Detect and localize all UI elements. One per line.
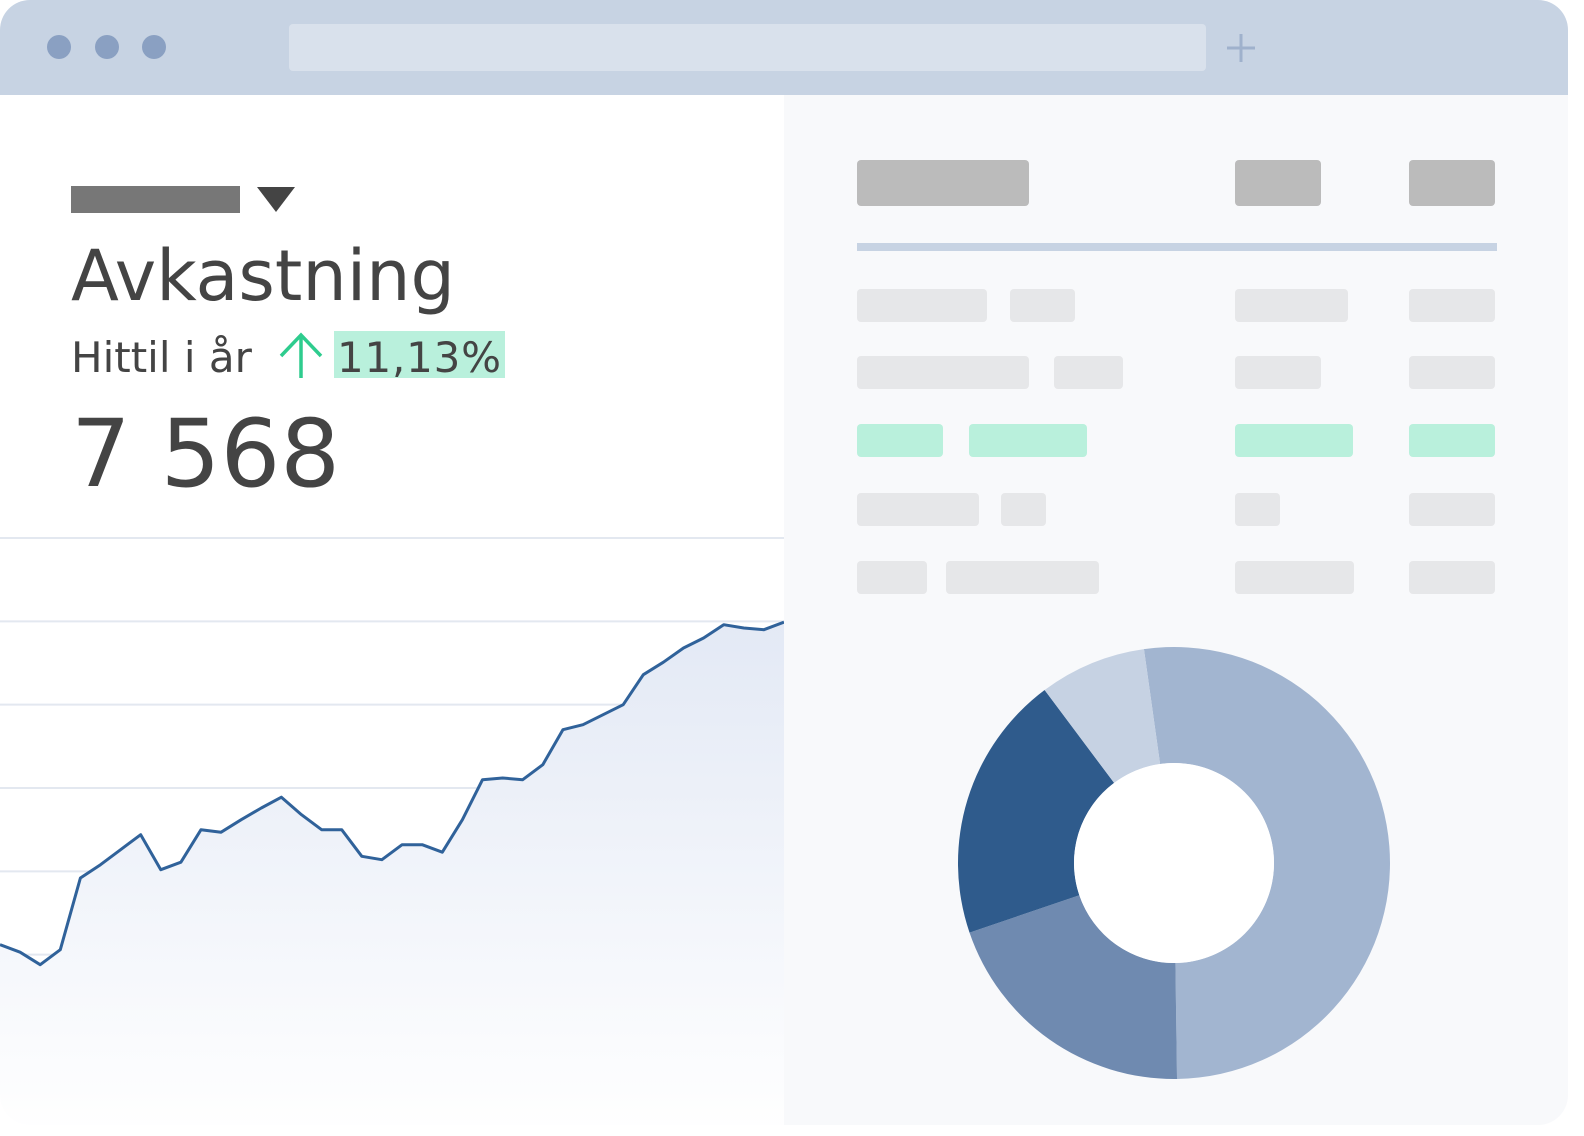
skeleton <box>857 160 1029 206</box>
skeleton <box>1235 561 1354 594</box>
donut-hole <box>1074 763 1274 963</box>
change: 11,13% <box>337 333 501 382</box>
skeleton <box>1409 356 1495 389</box>
up-arrow <box>279 332 323 378</box>
donut-segment <box>958 690 1115 933</box>
line <box>0 620 784 967</box>
donut-segment <box>1044 649 1161 783</box>
window-dot <box>47 35 71 59</box>
address-bar[interactable] <box>289 24 1206 71</box>
skeleton-highlight <box>969 424 1087 457</box>
skeleton <box>1409 561 1495 594</box>
donut-segment <box>1143 647 1390 1079</box>
skeleton <box>1235 493 1280 526</box>
donut-segment <box>969 895 1178 1079</box>
skeleton <box>857 356 1029 389</box>
skeleton-table <box>857 160 1497 594</box>
change-highlight <box>334 331 505 378</box>
skeleton <box>946 561 1099 594</box>
skeleton <box>1235 289 1348 322</box>
skeleton-highlight <box>1235 424 1353 457</box>
skeleton-highlight <box>1409 424 1495 457</box>
divider <box>857 243 1497 251</box>
skeleton <box>1001 493 1046 526</box>
window-dot <box>142 35 166 59</box>
skeleton <box>857 561 927 594</box>
title: Avkastning <box>71 235 455 317</box>
skeleton <box>1054 356 1123 389</box>
skeleton <box>1010 289 1075 322</box>
skeleton <box>1235 356 1321 389</box>
skeleton-highlight <box>857 424 943 457</box>
skeleton <box>1409 493 1495 526</box>
skeleton <box>857 493 979 526</box>
account-selector[interactable] <box>71 186 240 213</box>
line-chart <box>0 537 784 1125</box>
dropdown-arrow[interactable] <box>257 187 295 212</box>
period: Hittil i år <box>71 333 253 382</box>
skeleton <box>857 289 987 322</box>
skeleton <box>1409 160 1495 206</box>
window-dot <box>95 35 119 59</box>
donut-chart <box>958 647 1390 1079</box>
skeleton <box>1409 289 1495 322</box>
amount: 7 568 <box>71 400 340 509</box>
new-tab[interactable] <box>1227 34 1255 62</box>
skeleton <box>1235 160 1321 206</box>
area <box>0 622 784 1125</box>
